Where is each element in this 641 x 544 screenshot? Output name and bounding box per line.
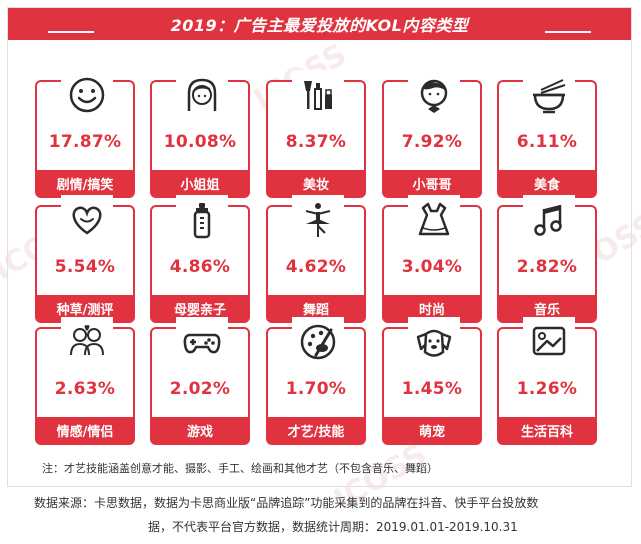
share-value: 6.11%	[516, 132, 578, 152]
category-label: 游戏	[186, 424, 213, 440]
share-value: 1.70%	[285, 379, 347, 399]
category-card: 17.87% 剧情/搞笑	[35, 70, 135, 198]
category-card: 3.04% 时尚	[382, 195, 482, 323]
makeup-icon	[304, 81, 332, 110]
card-icon-wrap	[523, 317, 575, 367]
palette-icon	[300, 324, 336, 360]
dog-icon	[416, 329, 452, 357]
category-label: 小哥哥	[412, 177, 452, 193]
category-label: 萌宠	[418, 424, 445, 440]
category-label: 舞蹈	[302, 302, 329, 318]
share-value: 2.63%	[54, 379, 116, 399]
card-icon-wrap	[408, 317, 460, 367]
share-value: 17.87%	[48, 132, 122, 152]
category-label-bar: 舞蹈	[268, 295, 364, 321]
category-label-bar: 剧情/搞笑	[37, 170, 133, 196]
food-bowl-icon	[533, 79, 566, 114]
category-label-bar: 种草/测评	[37, 295, 133, 321]
share-value: 5.54%	[54, 257, 116, 277]
smiley-icon	[69, 77, 105, 113]
title-rule-right	[545, 31, 591, 33]
category-card: 2.63% 情感/情侣	[35, 317, 135, 445]
chart-title: 2019：广告主最爱投放的KOL内容类型	[170, 16, 469, 35]
category-label-bar: 游戏	[152, 417, 248, 443]
category-label-bar: 母婴亲子	[152, 295, 248, 321]
category-label: 种草/测评	[56, 302, 114, 318]
category-label: 才艺/技能	[287, 424, 345, 440]
picture-icon	[532, 326, 566, 356]
share-value: 2.02%	[169, 379, 231, 399]
category-card: 5.54% 种草/测评	[35, 195, 135, 323]
card-icon-wrap	[523, 195, 575, 245]
share-value: 1.45%	[401, 379, 463, 399]
music-note-icon	[534, 205, 562, 236]
category-label-bar: 小姐姐	[152, 170, 248, 196]
category-label-bar: 情感/情侣	[37, 417, 133, 443]
category-label: 美食	[533, 177, 560, 193]
card-icon-wrap	[292, 195, 344, 245]
share-value: 2.82%	[516, 257, 578, 277]
category-card: 4.86% 母婴亲子	[150, 195, 250, 323]
title-bar: 2019：广告主最爱投放的KOL内容类型	[8, 8, 631, 40]
share-value: 10.08%	[163, 132, 237, 152]
category-label-bar: 生活百科	[499, 417, 595, 443]
card-icon-wrap	[176, 70, 228, 120]
baby-bottle-icon	[193, 203, 211, 239]
share-value: 8.37%	[285, 132, 347, 152]
card-icon-wrap	[176, 317, 228, 367]
category-card: 8.37% 美妆	[266, 70, 366, 198]
category-label-bar: 美妆	[268, 170, 364, 196]
card-icon-wrap	[292, 70, 344, 120]
card-icon-wrap	[61, 317, 113, 367]
card-icon-wrap	[523, 70, 575, 120]
share-value: 7.92%	[401, 132, 463, 152]
share-value: 4.62%	[285, 257, 347, 277]
category-card: 2.82% 音乐	[497, 195, 597, 323]
category-label: 美妆	[302, 177, 329, 193]
category-label: 时尚	[418, 302, 445, 318]
dress-icon	[418, 202, 450, 236]
card-icon-wrap	[176, 195, 228, 245]
card-icon-wrap	[61, 70, 113, 120]
source-line-2: 据，不代表平台官方数据，数据统计周期：2019.01.01-2019.10.31	[148, 520, 518, 534]
card-icon-wrap	[292, 317, 344, 367]
category-label: 小姐姐	[180, 177, 220, 193]
boy-icon	[420, 79, 448, 113]
gamepad-icon	[183, 333, 221, 354]
card-icon-wrap	[408, 70, 460, 120]
category-card: 10.08% 小姐姐	[150, 70, 250, 198]
category-card: 1.26% 生活百科	[497, 317, 597, 445]
category-card: 7.92% 小哥哥	[382, 70, 482, 198]
category-card: 4.62% 舞蹈	[266, 195, 366, 323]
category-label-bar: 音乐	[499, 295, 595, 321]
share-value: 4.86%	[169, 257, 231, 277]
source-line-1: 数据来源：卡思数据，数据为卡思商业版“品牌追踪”功能采集到的品牌在抖音、快手平台…	[34, 496, 539, 510]
category-label: 音乐	[533, 302, 560, 318]
category-label: 剧情/搞笑	[56, 177, 114, 193]
footnote: 注：才艺技能涵盖创意才能、摄影、手工、绘画和其他才艺（不包含音乐、舞蹈）	[42, 462, 438, 475]
category-card: 1.70% 才艺/技能	[266, 317, 366, 445]
dancer-icon	[305, 203, 331, 237]
girl-icon	[187, 78, 217, 111]
couple-icon	[70, 325, 104, 356]
category-card: 1.45% 萌宠	[382, 317, 482, 445]
card-icon-wrap	[408, 195, 460, 245]
share-value: 3.04%	[401, 257, 463, 277]
category-label-bar: 才艺/技能	[268, 417, 364, 443]
card-icon-wrap	[61, 195, 113, 245]
share-value: 1.26%	[516, 379, 578, 399]
category-card: 6.11% 美食	[497, 70, 597, 198]
category-label: 情感/情侣	[56, 424, 114, 440]
category-label: 生活百科	[520, 424, 573, 440]
category-label-bar: 小哥哥	[384, 170, 480, 196]
category-label: 母婴亲子	[173, 302, 226, 318]
category-card: 2.02% 游戏	[150, 317, 250, 445]
category-label-bar: 美食	[499, 170, 595, 196]
heart-icon	[72, 206, 102, 235]
category-label-bar: 萌宠	[384, 417, 480, 443]
category-label-bar: 时尚	[384, 295, 480, 321]
title-rule-left	[48, 31, 94, 33]
